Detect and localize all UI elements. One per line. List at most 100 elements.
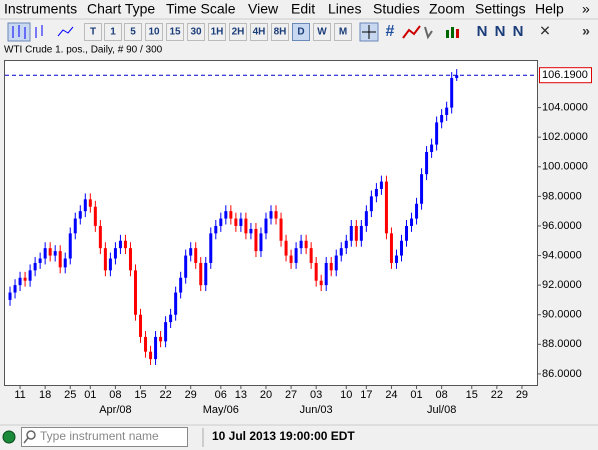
timeframe-button[interactable]: [145, 23, 163, 41]
timeframe-label[interactable]: 8H: [274, 27, 287, 38]
month-label: Jul/08: [427, 404, 456, 416]
timeframe-label[interactable]: M: [339, 27, 347, 38]
candle-body: [174, 292, 178, 315]
menu-item[interactable]: Lines: [328, 1, 361, 17]
timeframe-button[interactable]: [166, 23, 184, 41]
menu-item[interactable]: Time Scale: [166, 1, 236, 17]
menu-item[interactable]: Chart Type: [87, 1, 155, 17]
x-tick-label: 22: [491, 389, 503, 401]
timeframe-button[interactable]: [84, 23, 102, 41]
y-tick-label: 102.0000: [542, 131, 588, 143]
trend-button[interactable]: [402, 25, 421, 39]
menu-item[interactable]: Instruments: [4, 1, 77, 17]
volume-button[interactable]: [456, 29, 459, 38]
timeframe-label[interactable]: W: [317, 27, 327, 38]
timeframe-button[interactable]: [229, 23, 247, 41]
timeframe-label[interactable]: 15: [169, 27, 181, 38]
candle-body: [279, 218, 283, 241]
x-tick-label: 11: [14, 389, 25, 401]
x-tick-label: 25: [64, 389, 76, 401]
candle-body: [450, 78, 454, 108]
menu-item[interactable]: Edit: [291, 1, 315, 17]
candle-body: [244, 218, 248, 234]
menu-item[interactable]: Settings: [475, 1, 526, 17]
candle-body: [194, 248, 198, 263]
candle-body: [118, 240, 122, 249]
candle-body: [249, 228, 253, 234]
search-placeholder[interactable]: Type instrument name: [40, 429, 159, 443]
x-tick-label: 08: [436, 389, 448, 401]
timeframe-button[interactable]: [313, 23, 331, 41]
remove-button[interactable]: ✕: [539, 23, 551, 39]
line-type-button[interactable]: [57, 26, 74, 37]
candle-body: [159, 336, 163, 342]
status-datetime: 10 Jul 2013 19:00:00 EDT: [212, 429, 355, 443]
candle-body: [224, 211, 228, 219]
tool-button[interactable]: N: [477, 23, 488, 40]
timeframe-button[interactable]: [208, 23, 226, 41]
candle-body: [73, 218, 77, 234]
x-tick-label: 10: [340, 389, 352, 401]
candle-body: [364, 211, 368, 226]
timeframe-button[interactable]: [124, 23, 142, 41]
candle-body: [164, 322, 168, 342]
timeframe-button[interactable]: [292, 23, 310, 41]
timeframe-button[interactable]: [271, 23, 289, 41]
candle-body: [78, 211, 82, 219]
candle-body: [289, 255, 293, 263]
x-tick-label: 29: [185, 389, 197, 401]
timeframe-label[interactable]: 30: [190, 27, 202, 38]
menu-item[interactable]: »: [582, 1, 590, 17]
grid-button[interactable]: #: [386, 23, 395, 40]
zoom-button[interactable]: [424, 26, 433, 40]
candle-body: [394, 255, 398, 263]
candle-body: [43, 248, 47, 259]
y-tick-label: 104.0000: [542, 102, 588, 114]
candle-body: [324, 262, 328, 286]
candle-body: [189, 248, 193, 256]
candle-body: [204, 262, 208, 286]
y-tick-label: 90.0000: [542, 309, 582, 321]
timeframe-label[interactable]: 1H: [211, 27, 224, 38]
x-tick-label: 01: [410, 389, 422, 401]
menu-item[interactable]: Studies: [373, 1, 420, 17]
timeframe-label[interactable]: 10: [148, 27, 160, 38]
candle-body: [68, 233, 72, 259]
month-label: May/06: [203, 404, 239, 416]
timeframe-label[interactable]: 5: [130, 27, 136, 38]
candle-body: [379, 181, 383, 189]
timeframe-label[interactable]: 1: [110, 27, 116, 38]
more-button[interactable]: »: [582, 23, 590, 39]
tool-button[interactable]: N: [495, 23, 506, 40]
timeframe-label[interactable]: D: [297, 27, 304, 38]
candle-body: [234, 218, 238, 226]
volume-button[interactable]: [446, 30, 449, 38]
search-icon: [23, 437, 29, 444]
price-label-box: [539, 67, 592, 84]
search-box[interactable]: [21, 427, 188, 447]
candle-body: [354, 225, 358, 241]
timeframe-button[interactable]: [104, 23, 122, 41]
tool-button[interactable]: N: [513, 23, 524, 40]
volume-button[interactable]: [451, 27, 454, 38]
toolbar-icons: # N N N ✕ »: [7, 22, 590, 42]
timeframe-label[interactable]: 2H: [232, 27, 245, 38]
timeframe-button[interactable]: [250, 23, 268, 41]
timeframe-label[interactable]: 4H: [253, 27, 266, 38]
y-tick-label: 96.0000: [542, 220, 582, 232]
menu-item[interactable]: Zoom: [429, 1, 465, 17]
candle-body: [274, 211, 278, 219]
timeframe-button[interactable]: [334, 23, 352, 41]
price-label: 106.1900: [542, 69, 588, 81]
x-tick-label: 13: [235, 389, 247, 401]
menu-item[interactable]: View: [248, 1, 279, 17]
menu-item[interactable]: Help: [535, 1, 564, 17]
month-label: Jun/03: [300, 404, 333, 416]
candle-body: [299, 240, 303, 249]
candle-body: [113, 248, 117, 259]
candle-body: [219, 218, 223, 226]
chart-caption: WTI Crude 1. pos., Daily, # 90 / 300: [4, 45, 163, 56]
timeframe-label[interactable]: T: [90, 27, 96, 38]
timeframe-button[interactable]: [187, 23, 205, 41]
y-tick-label: 98.0000: [542, 190, 582, 202]
